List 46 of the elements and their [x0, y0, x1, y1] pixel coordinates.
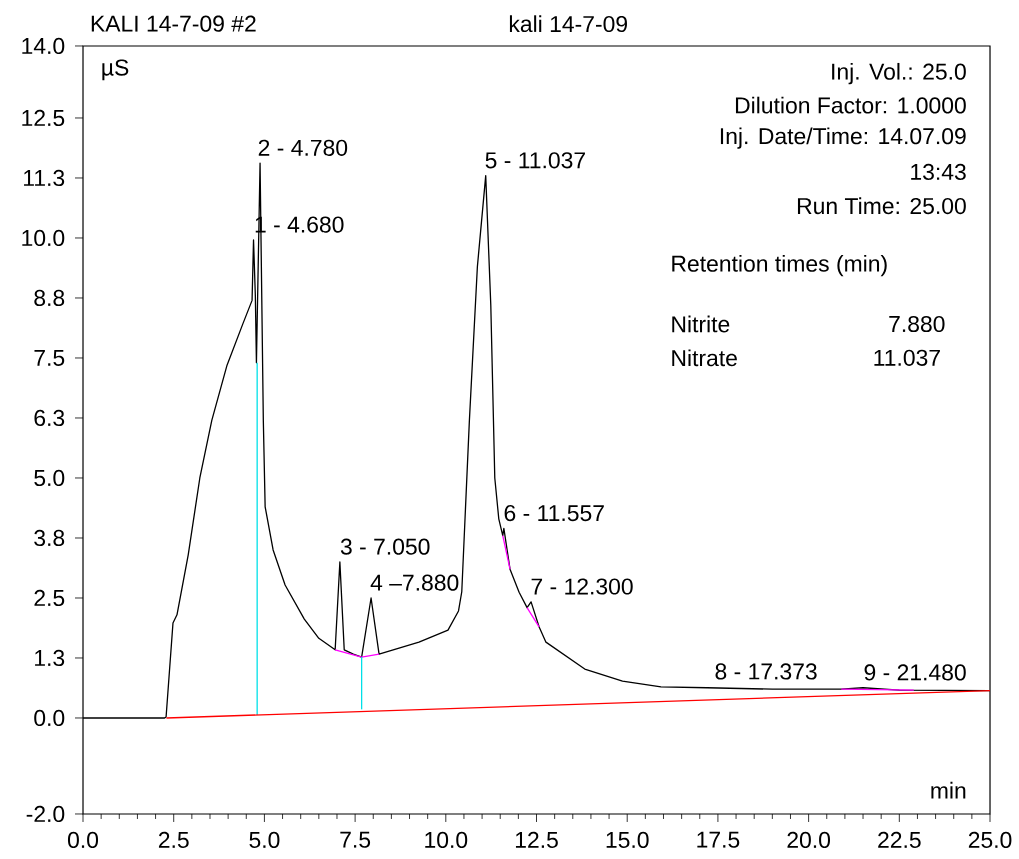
- y-tick-label: 8.8: [34, 289, 65, 307]
- y-tick-label: 1.3: [35, 649, 65, 667]
- x-tick-label: 25.0: [968, 831, 1012, 849]
- x-tick-label: 2.5: [158, 831, 189, 849]
- annotation: 13:43: [911, 163, 966, 181]
- y-tick-label: 14.0: [22, 37, 65, 55]
- x-tick-label: 15.0: [606, 831, 649, 849]
- annotation: 11.037: [874, 349, 940, 366]
- y-tick-label: 5.0: [34, 469, 65, 487]
- annotation: 8 - 17.373: [715, 663, 817, 680]
- x-tick-label: 17.5: [697, 831, 740, 848]
- x-tick-label: 12.5: [515, 831, 558, 849]
- annotation: Inj. Date/Time: 14.07.09: [720, 127, 966, 149]
- annotation: Run Time: 25.00: [797, 197, 966, 215]
- x-axis-title: min: [931, 781, 966, 799]
- chart-title: kali 14-7-09: [509, 15, 627, 33]
- annotation: Nitrate: [672, 349, 737, 367]
- x-tick-label: 7.5: [340, 831, 371, 848]
- x-tick-label: 22.5: [878, 831, 921, 849]
- y-tick-label: 10.0: [22, 229, 65, 247]
- annotation: 7 - 12.300: [531, 578, 633, 595]
- y-tick-label: 11.3: [24, 169, 65, 187]
- annotation: Dilution Factor: 1.0000: [735, 96, 966, 114]
- annotation: 5 - 11.037: [485, 152, 585, 169]
- text: KALI 14-7-09 #2: [91, 15, 256, 32]
- x-tick-label: 0.0: [67, 831, 99, 849]
- annotation: 6 - 11.557: [504, 504, 604, 522]
- annotation: Retention times (min): [672, 254, 887, 277]
- annotation: 3 - 7.050: [340, 538, 430, 555]
- y-axis-title: µS: [102, 59, 129, 81]
- y-tick-label: 7.5: [34, 349, 65, 366]
- y-tick-label: 0.0: [34, 709, 65, 727]
- x-tick-label: 20.0: [787, 831, 831, 849]
- y-tick-label: 2.5: [34, 589, 65, 607]
- annotation: 2 - 4.780: [258, 139, 348, 156]
- annotation: 7.880: [889, 315, 945, 333]
- y-tick-label: 3.8: [34, 529, 65, 547]
- y-tick-label: 12.5: [22, 109, 65, 127]
- y-tick-label: -2.0: [26, 805, 65, 823]
- y-tick-label: 6.3: [34, 409, 65, 427]
- annotation: Nitrite: [672, 315, 730, 333]
- annotation: 9 - 21.480: [864, 664, 966, 681]
- x-tick-label: 10.0: [425, 831, 468, 849]
- annotation: 4 –7.880: [370, 574, 459, 591]
- annotation: Inj. Vol.: 25.0: [832, 62, 966, 85]
- x-tick-label: 5.0: [249, 831, 280, 849]
